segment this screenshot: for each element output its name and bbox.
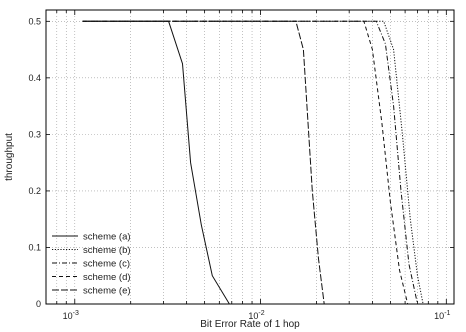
series-line-4	[82, 20, 409, 305]
legend-label: scheme (e)	[83, 286, 131, 297]
series-lines	[82, 20, 424, 305]
x-axis: 10-3 10-2 10-1	[45, 10, 451, 321]
x-tick-label: 10-2	[248, 310, 264, 321]
y-tick-label: 0.3	[28, 129, 41, 139]
x-axis-label: Bit Error Rate of 1 hop	[200, 319, 300, 330]
series-line-5	[82, 20, 325, 305]
grid	[45, 10, 454, 305]
series-line-3	[82, 20, 418, 305]
x-tick-label: 10-1	[434, 310, 450, 321]
legend-label: scheme (a)	[83, 232, 131, 243]
y-tick-label: 0.2	[28, 186, 41, 196]
x-tick-label: 10-3	[63, 310, 79, 321]
legend-label: scheme (c)	[83, 259, 130, 270]
series-line-2	[82, 20, 424, 305]
legend-label: scheme (b)	[83, 245, 131, 256]
y-tick-label: 0.5	[28, 16, 41, 26]
y-axis-label: throughput	[4, 133, 15, 181]
y-tick-label: 0.1	[28, 242, 41, 252]
y-tick-label: 0	[36, 299, 41, 309]
y-tick-label: 0.4	[28, 73, 41, 83]
legend-label: scheme (d)	[83, 272, 131, 283]
plot-frame	[45, 9, 455, 305]
y-axis: 0 0.1 0.2 0.3 0.4 0.5	[28, 16, 454, 309]
legend: scheme (a) scheme (b) scheme (c) scheme (d)…	[52, 232, 131, 297]
